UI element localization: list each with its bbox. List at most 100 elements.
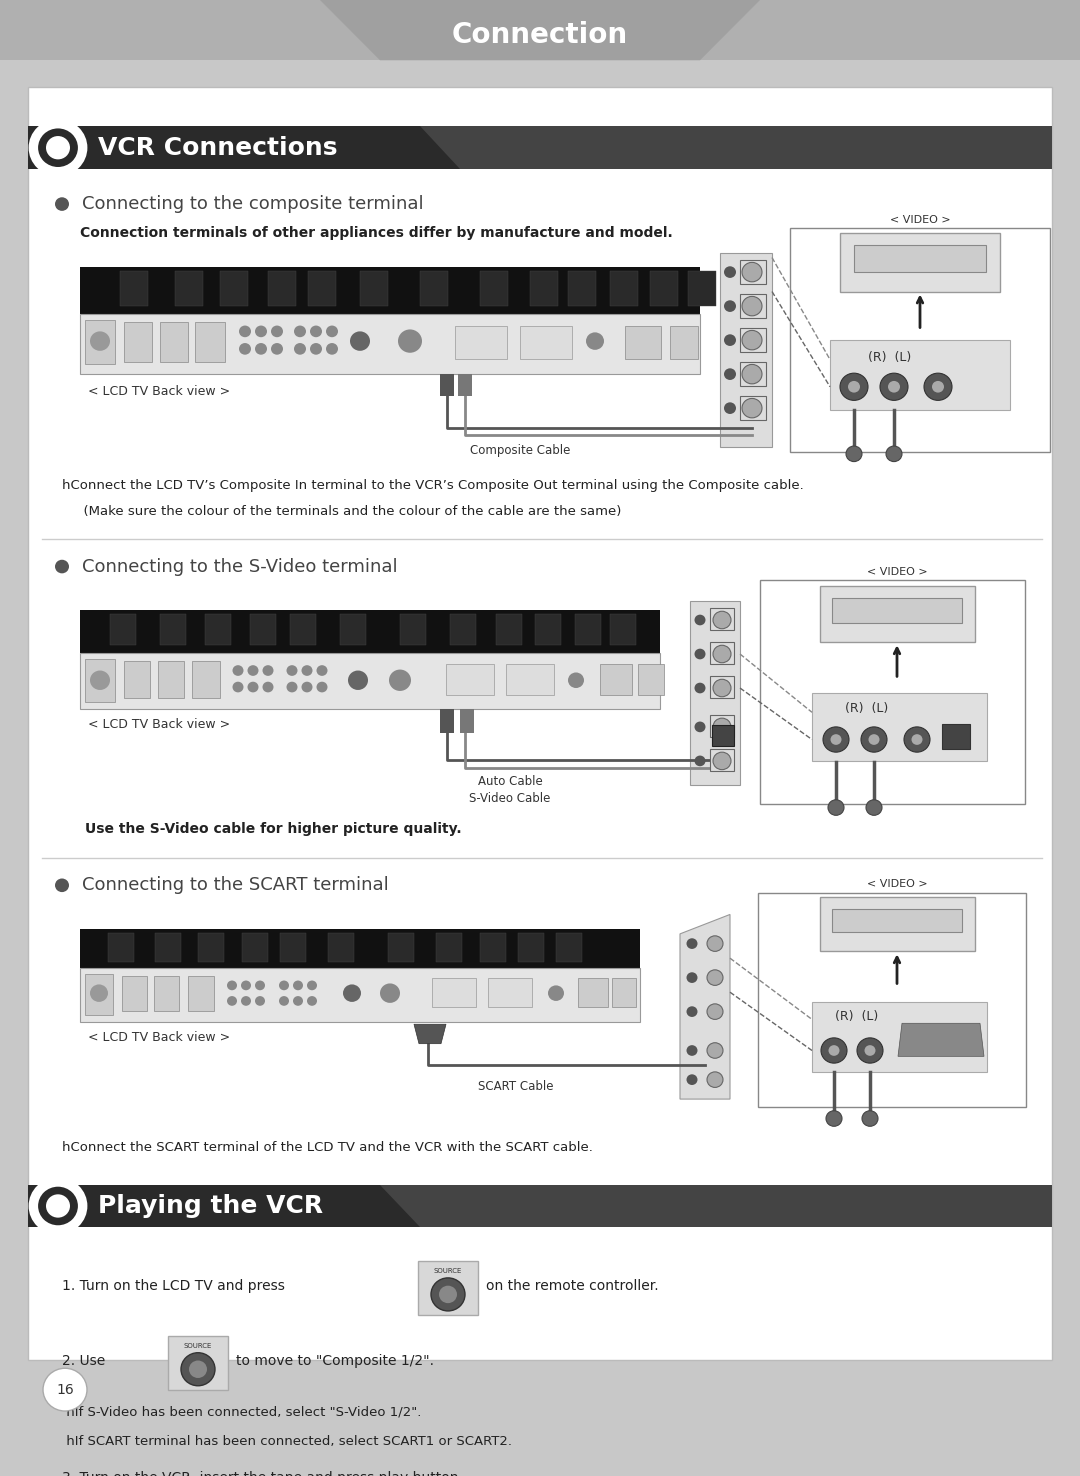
Bar — [710, 608, 734, 630]
Circle shape — [868, 734, 879, 745]
Circle shape — [828, 1045, 839, 1055]
Circle shape — [713, 611, 731, 629]
Circle shape — [36, 1185, 80, 1228]
Bar — [535, 614, 561, 645]
Circle shape — [687, 1007, 698, 1017]
Circle shape — [724, 369, 735, 379]
Circle shape — [255, 980, 265, 990]
Circle shape — [687, 973, 698, 983]
Circle shape — [886, 446, 902, 462]
Bar — [340, 614, 366, 645]
Bar — [192, 661, 220, 698]
Circle shape — [694, 683, 705, 694]
Polygon shape — [380, 1185, 1052, 1228]
Bar — [740, 397, 766, 419]
Text: 1. Turn on the LCD TV and press: 1. Turn on the LCD TV and press — [62, 1278, 285, 1293]
Bar — [85, 974, 113, 1014]
Bar — [205, 614, 231, 645]
Circle shape — [36, 127, 80, 170]
Text: Connecting to the S-Video terminal: Connecting to the S-Video terminal — [82, 558, 397, 576]
Circle shape — [293, 996, 303, 1005]
Bar — [832, 909, 962, 931]
Bar — [720, 252, 772, 447]
Bar — [80, 610, 660, 652]
Bar — [854, 245, 986, 272]
Bar — [612, 977, 636, 1007]
Circle shape — [255, 996, 265, 1005]
Circle shape — [227, 996, 237, 1005]
Text: on the remote controller.: on the remote controller. — [486, 1278, 659, 1293]
Bar — [507, 664, 554, 695]
Circle shape — [343, 984, 361, 1002]
Text: < LCD TV Back view >: < LCD TV Back view > — [87, 1032, 230, 1045]
Circle shape — [55, 878, 69, 892]
Bar — [28, 1185, 1052, 1228]
Bar — [156, 933, 181, 962]
Text: hIf SCART terminal has been connected, select SCART1 or SCART2.: hIf SCART terminal has been connected, s… — [62, 1435, 512, 1448]
Circle shape — [310, 326, 322, 337]
Circle shape — [864, 1045, 876, 1055]
Bar — [568, 272, 596, 306]
Circle shape — [707, 1042, 723, 1058]
Text: hConnect the LCD TV’s Composite In terminal to the VCR’s Composite Out terminal : hConnect the LCD TV’s Composite In termi… — [62, 480, 804, 493]
Bar — [158, 661, 184, 698]
Bar — [638, 664, 664, 695]
Bar — [831, 339, 1010, 410]
Bar — [530, 272, 558, 306]
Text: VCR Connections: VCR Connections — [98, 136, 337, 159]
Bar — [480, 272, 508, 306]
Circle shape — [724, 266, 735, 277]
Circle shape — [279, 996, 289, 1005]
Bar — [124, 322, 152, 363]
Circle shape — [262, 666, 273, 676]
Circle shape — [30, 121, 86, 176]
Circle shape — [55, 198, 69, 211]
Text: < VIDEO >: < VIDEO > — [866, 880, 928, 890]
Text: Playing the VCR: Playing the VCR — [98, 1194, 323, 1218]
Bar — [85, 658, 114, 701]
Bar — [195, 322, 225, 363]
Circle shape — [90, 670, 110, 689]
Bar — [120, 272, 148, 306]
Bar — [436, 933, 462, 962]
Bar — [789, 229, 1050, 452]
Bar — [80, 314, 700, 373]
Bar — [832, 598, 962, 623]
Bar — [446, 664, 494, 695]
Bar — [610, 614, 636, 645]
Circle shape — [687, 1045, 698, 1055]
Circle shape — [262, 682, 273, 692]
Bar — [124, 661, 150, 698]
Bar — [198, 933, 224, 962]
Circle shape — [301, 666, 312, 676]
Bar — [168, 1336, 228, 1389]
Polygon shape — [414, 1024, 446, 1044]
Circle shape — [713, 719, 731, 735]
Bar — [432, 977, 476, 1007]
Bar — [712, 725, 734, 747]
Text: < VIDEO >: < VIDEO > — [866, 567, 928, 577]
Bar — [308, 272, 336, 306]
Circle shape — [189, 1361, 207, 1379]
Bar — [420, 272, 448, 306]
Circle shape — [247, 682, 258, 692]
Bar — [80, 652, 660, 710]
Bar — [496, 614, 522, 645]
Bar — [740, 294, 766, 317]
Bar — [28, 127, 1052, 170]
Circle shape — [707, 936, 723, 952]
Circle shape — [279, 980, 289, 990]
Circle shape — [239, 342, 251, 354]
Bar — [740, 260, 766, 283]
Circle shape — [380, 983, 400, 1002]
Text: (R)  (L): (R) (L) — [846, 703, 889, 714]
Text: < LCD TV Back view >: < LCD TV Back view > — [87, 719, 230, 732]
Bar — [710, 642, 734, 664]
Circle shape — [742, 297, 762, 316]
Circle shape — [848, 381, 860, 393]
Circle shape — [862, 1111, 878, 1126]
Text: Composite Cable: Composite Cable — [470, 444, 570, 458]
Bar — [418, 1262, 478, 1315]
Bar — [328, 933, 354, 962]
Text: S-Video Cable: S-Video Cable — [470, 793, 551, 806]
